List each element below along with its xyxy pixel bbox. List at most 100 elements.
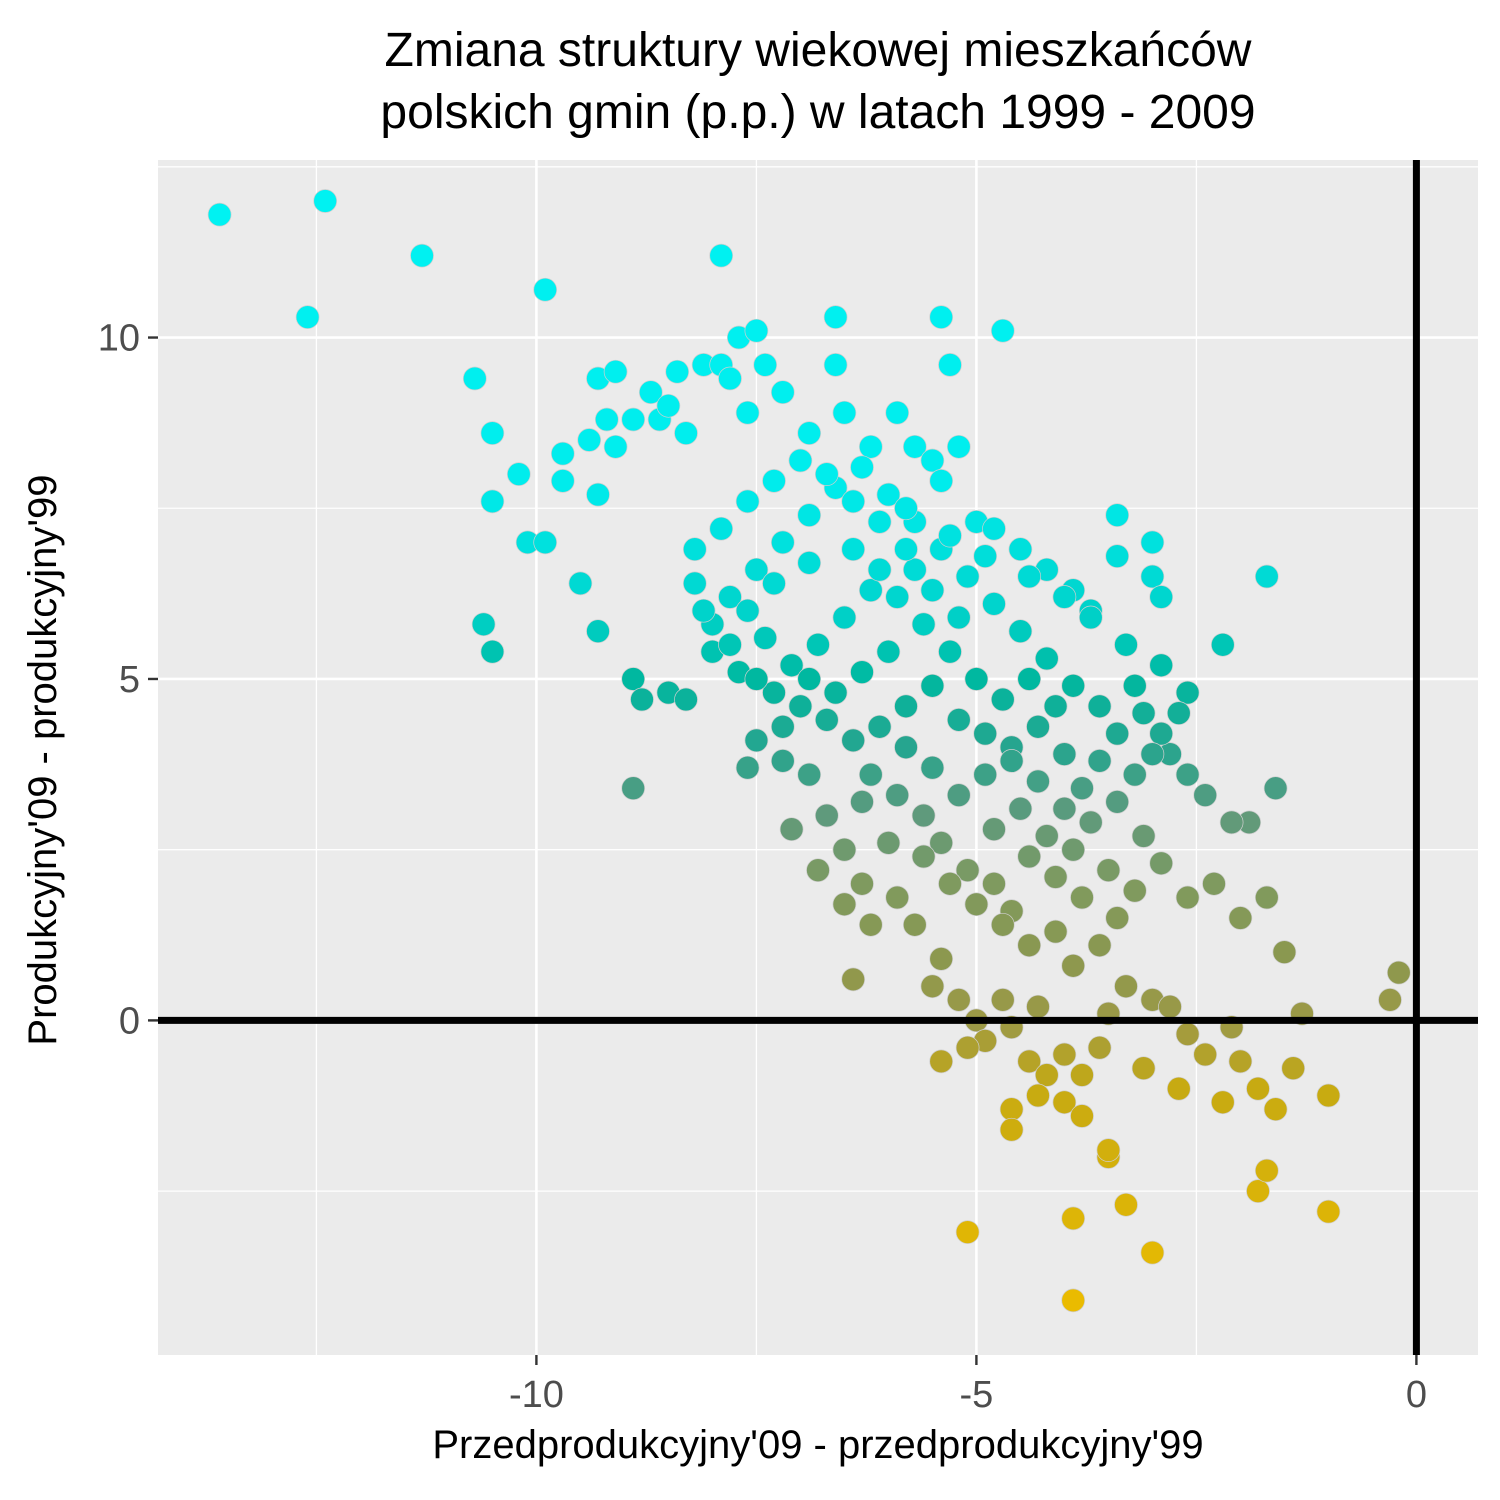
scatter-point bbox=[674, 687, 698, 712]
scatter-point bbox=[603, 359, 628, 384]
scatter-point bbox=[1193, 1042, 1218, 1067]
scatter-point bbox=[1158, 994, 1182, 1019]
plot-panel bbox=[158, 160, 1478, 1355]
scatter-point bbox=[1078, 810, 1103, 835]
scatter-point bbox=[1105, 544, 1130, 568]
chart-title-line-1: Zmiana struktury wiekowej mieszkańców bbox=[385, 24, 1252, 77]
scatter-point bbox=[823, 353, 848, 377]
scatter-point bbox=[762, 571, 786, 596]
scatter-point bbox=[1087, 933, 1112, 958]
scatter-point bbox=[1254, 564, 1279, 589]
scatter-point bbox=[1008, 537, 1033, 562]
scatter-point bbox=[207, 202, 232, 227]
scatter-point bbox=[841, 967, 866, 992]
scatter-point bbox=[577, 428, 602, 452]
scatter-point bbox=[1105, 790, 1130, 814]
scatter-point bbox=[946, 988, 971, 1012]
scatter-point bbox=[973, 544, 998, 568]
scatter-point bbox=[938, 523, 962, 548]
scatter-point bbox=[691, 598, 716, 623]
scatter-point bbox=[850, 455, 874, 480]
scatter-point bbox=[1052, 742, 1077, 766]
scatter-point bbox=[920, 448, 945, 473]
x-tick-label: 0 bbox=[1406, 1374, 1427, 1416]
scatter-point bbox=[814, 462, 839, 486]
scatter-point bbox=[295, 305, 320, 329]
axis-tick-labels: -10 -5 0 10 5 0 bbox=[98, 318, 1427, 1416]
scatter-point bbox=[1114, 1192, 1138, 1217]
y-axis-title: Produkcyjny'09 - produkcyjny'99 bbox=[21, 474, 65, 1045]
scatter-point bbox=[1052, 1090, 1077, 1115]
scatter-point bbox=[1105, 721, 1130, 746]
scatter-point bbox=[709, 516, 734, 541]
scatter-point bbox=[1087, 694, 1112, 719]
scatter-point bbox=[779, 653, 804, 678]
scatter-point bbox=[1316, 1199, 1341, 1224]
x-axis-title: Przedprodukcyjny'09 - przedprodukcyjny'9… bbox=[432, 1423, 1203, 1467]
scatter-point bbox=[665, 359, 690, 384]
plot-background bbox=[158, 160, 1478, 1355]
scatter-point bbox=[1263, 1097, 1288, 1122]
scatter-point bbox=[630, 687, 654, 712]
scatter-point bbox=[1052, 796, 1077, 821]
y-tick-label: 5 bbox=[119, 659, 140, 701]
scatter-point bbox=[744, 728, 769, 753]
scatter-point bbox=[911, 803, 936, 828]
scatter-point bbox=[735, 598, 760, 623]
scatter-point bbox=[1070, 885, 1094, 910]
scatter-point bbox=[621, 407, 646, 432]
scatter-point bbox=[946, 434, 971, 459]
scatter-point bbox=[1122, 878, 1147, 903]
scatter-point bbox=[1017, 564, 1042, 589]
scatter-point bbox=[1202, 871, 1226, 896]
scatter-point bbox=[1105, 503, 1130, 527]
scatter-point bbox=[1175, 680, 1200, 705]
scatter-point bbox=[1140, 530, 1165, 555]
scatter-point bbox=[1061, 1206, 1086, 1231]
scatter-point bbox=[744, 318, 769, 343]
scatter-point bbox=[1149, 585, 1174, 609]
scatter-point bbox=[946, 605, 971, 630]
scatter-point bbox=[735, 755, 760, 780]
scatter-point bbox=[1026, 714, 1050, 739]
x-tick-label: -5 bbox=[960, 1374, 994, 1416]
scatter-point bbox=[753, 626, 778, 650]
scatter-point bbox=[1131, 824, 1156, 848]
scatter-point bbox=[656, 393, 681, 418]
scatter-point bbox=[1131, 1056, 1156, 1081]
scatter-point bbox=[1034, 646, 1059, 671]
scatter-point bbox=[1272, 940, 1297, 964]
scatter-point bbox=[621, 667, 646, 691]
scatter-point bbox=[744, 557, 769, 582]
scatter-point bbox=[1140, 564, 1165, 589]
scatter-point bbox=[929, 1049, 954, 1074]
scatter-point bbox=[797, 762, 822, 787]
scatter-point bbox=[929, 305, 954, 329]
scatter-point bbox=[718, 366, 742, 391]
scatter-point bbox=[480, 639, 505, 664]
scatter-point bbox=[1114, 632, 1138, 657]
scatter-point bbox=[1087, 1035, 1112, 1060]
scatter-point bbox=[876, 831, 901, 855]
scatter-point bbox=[1008, 619, 1033, 644]
scatter-point bbox=[797, 667, 822, 691]
scatter-point bbox=[1219, 810, 1244, 835]
scatter-point bbox=[982, 871, 1006, 896]
scatter-point bbox=[982, 516, 1006, 541]
scatter-point bbox=[938, 639, 962, 664]
scatter-point bbox=[506, 462, 531, 486]
scatter-point bbox=[797, 503, 822, 527]
scatter-point bbox=[858, 912, 883, 937]
scatter-point bbox=[735, 489, 760, 514]
scatter-point bbox=[471, 612, 496, 637]
scatter-point bbox=[1061, 1288, 1086, 1313]
scatter-point bbox=[841, 537, 866, 562]
scatter-point bbox=[920, 755, 945, 780]
scatter-point bbox=[885, 783, 910, 807]
scatter-point bbox=[929, 831, 954, 855]
scatter-point bbox=[832, 400, 857, 425]
scatter-point bbox=[1026, 994, 1050, 1019]
scatter-point bbox=[1254, 1158, 1279, 1183]
scatter-point bbox=[894, 694, 918, 719]
scatter-point bbox=[770, 530, 795, 555]
